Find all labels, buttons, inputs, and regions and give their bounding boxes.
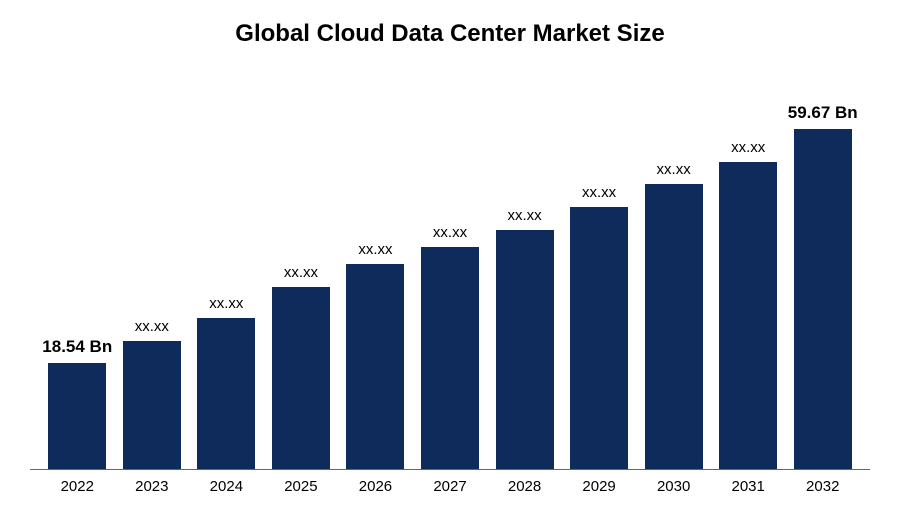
plot-area: 18.54 Bnxx.xxxx.xxxx.xxxx.xxxx.xxxx.xxxx… [30,58,870,470]
x-tick-label: 2023 [120,478,185,495]
bar-value-label: xx.xx [731,139,765,156]
bar [645,184,703,469]
bar-group: xx.xx [567,207,632,469]
bar [48,363,106,469]
bar [272,287,330,469]
x-tick-label: 2030 [641,478,706,495]
x-tick-label: 2025 [269,478,334,495]
bar [794,129,852,469]
bar [346,264,404,469]
bar-group: xx.xx [492,230,557,469]
x-tick-label: 2027 [418,478,483,495]
bar-group: xx.xx [418,247,483,469]
bar-value-label: xx.xx [657,161,691,178]
x-tick-label: 2031 [716,478,781,495]
bar [719,162,777,469]
bar [496,230,554,469]
chart-container: Global Cloud Data Center Market Size 18.… [0,0,900,525]
bar [570,207,628,469]
bar-value-label: xx.xx [433,224,467,241]
x-tick-label: 2026 [343,478,408,495]
bar [197,318,255,469]
bar-group: 18.54 Bn [45,363,110,469]
bar-value-label: xx.xx [135,318,169,335]
bar-value-label: 18.54 Bn [42,337,112,357]
bar-value-label: xx.xx [507,207,541,224]
bar-value-label: 59.67 Bn [788,103,858,123]
bar-group: xx.xx [716,162,781,469]
bar-group: xx.xx [641,184,706,469]
bar-value-label: xx.xx [284,264,318,281]
bar [123,341,181,469]
x-tick-label: 2029 [567,478,632,495]
bar-group: xx.xx [343,264,408,469]
bar-value-label: xx.xx [582,184,616,201]
x-tick-label: 2028 [492,478,557,495]
x-tick-label: 2024 [194,478,259,495]
x-tick-label: 2022 [45,478,110,495]
bar-group: 59.67 Bn [790,129,855,469]
bar-value-label: xx.xx [209,295,243,312]
bar-group: xx.xx [194,318,259,469]
x-axis: 2022 2023 2024 2025 2026 2027 2028 2029 2030 2031… [30,470,870,495]
x-tick-label: 2032 [790,478,855,495]
bar-group: xx.xx [269,287,334,469]
bar-group: xx.xx [120,341,185,469]
bar-value-label: xx.xx [358,241,392,258]
bar [421,247,479,469]
chart-title: Global Cloud Data Center Market Size [30,20,870,48]
